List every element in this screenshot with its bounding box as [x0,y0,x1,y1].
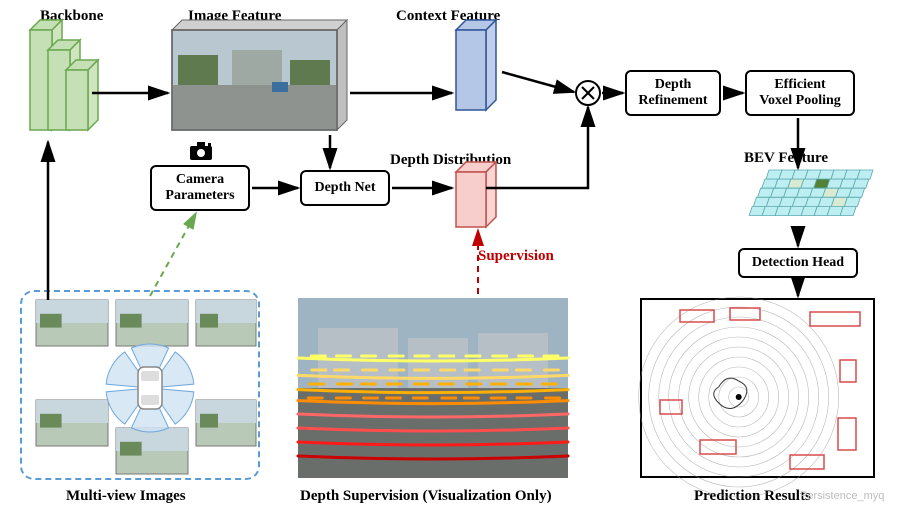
label-supervision: Supervision [478,248,554,265]
depth-vis-lines [298,298,568,478]
node-voxel-pool: Efficient Voxel Pooling [745,70,855,116]
node-camera-params: Camera Parameters [150,165,250,211]
node-depth-net: Depth Net [300,170,390,206]
label-multiview: Multi-view Images [66,488,186,505]
node-detection-head: Detection Head [738,248,858,278]
node-camera-params-text: Camera Parameters [165,172,234,204]
multiview-panel [20,290,260,480]
prediction-results [640,298,875,478]
node-depth-net-text: Depth Net [314,180,375,196]
node-voxel-pool-text: Efficient Voxel Pooling [759,77,841,109]
label-depth-dist: Depth Distribution [390,152,511,169]
node-detection-head-text: Detection Head [752,255,844,271]
label-bev-feature: BEV Feature [744,150,828,167]
watermark-text: Persistence_myq [800,490,884,502]
node-depth-refine-text: Depth Refinement [638,77,707,109]
label-context-feature: Context Feature [396,8,500,25]
node-depth-refine: Depth Refinement [625,70,721,116]
label-pred-results: Prediction Results [694,488,811,505]
label-image-feature: Image Feature [188,8,281,25]
depth-vis-image [298,298,568,478]
label-backbone: Backbone [40,8,103,25]
label-depth-sup: Depth Supervision (Visualization Only) [300,488,552,505]
